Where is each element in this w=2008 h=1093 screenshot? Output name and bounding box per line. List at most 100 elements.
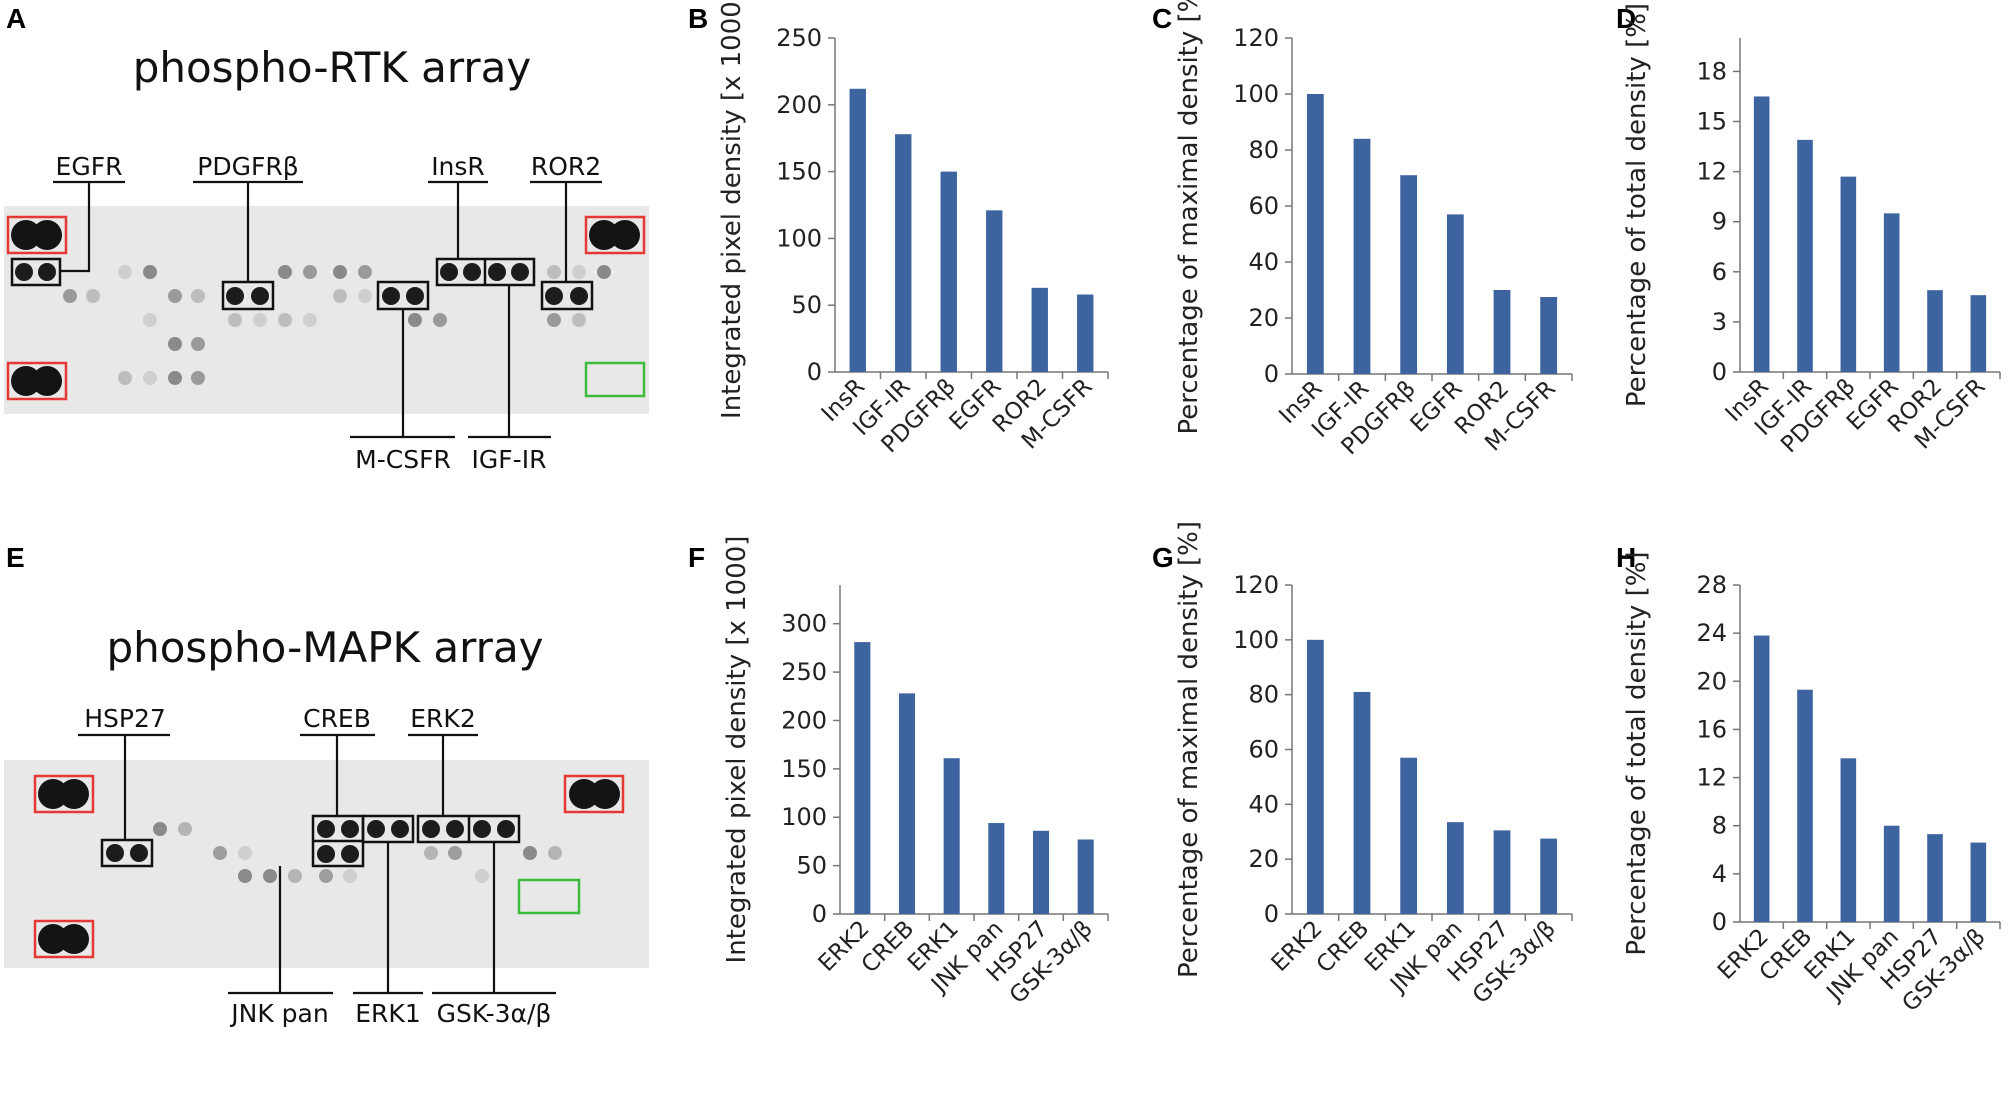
array-spot xyxy=(448,846,462,860)
array-spot xyxy=(610,220,640,250)
array-spot xyxy=(86,289,100,303)
label-pdgfrb: PDGFRβ xyxy=(197,152,298,181)
mapk-negative-control-box xyxy=(517,878,581,915)
array-spot xyxy=(143,371,157,385)
panel-letter-c: C xyxy=(1152,3,1172,34)
array-spot xyxy=(32,220,62,250)
array-spot xyxy=(523,846,537,860)
array-spot xyxy=(433,313,447,327)
y-tick-label: 60 xyxy=(1248,736,1279,764)
array-spot xyxy=(570,287,588,305)
y-tick-label: 150 xyxy=(776,158,822,186)
array-spot xyxy=(11,220,41,250)
rtk-spots xyxy=(11,220,640,396)
y-tick-label: 3 xyxy=(1712,308,1727,336)
array-spot xyxy=(191,371,205,385)
y-tick-label: 12 xyxy=(1696,158,1727,186)
panel-letter-e: E xyxy=(6,542,25,573)
y-axis-label: Percentage of maximal density [%] xyxy=(1174,0,1204,435)
panel-letter-g: G xyxy=(1152,542,1174,573)
bar-m-csfr xyxy=(1540,297,1558,374)
y-tick-label: 200 xyxy=(776,91,822,119)
label-ror2: ROR2 xyxy=(531,152,601,181)
mapk-array-title: phospho-MAPK array xyxy=(106,623,543,672)
array-spot xyxy=(11,366,41,396)
chart-c: C 0 20 40 60 80 100 120 Percentage of maximal d… xyxy=(1152,0,1573,460)
panel-letter-f: F xyxy=(688,542,705,573)
bar-ror2 xyxy=(1031,287,1048,372)
y-tick-label: 12 xyxy=(1696,764,1727,792)
bar-creb xyxy=(1797,689,1813,922)
array-spot xyxy=(547,313,561,327)
y-axis-label: Percentage of total density [%] xyxy=(1622,551,1652,955)
array-spot xyxy=(168,371,182,385)
y-tick-label: 20 xyxy=(1696,667,1727,695)
array-spot xyxy=(118,371,132,385)
array-spot xyxy=(382,287,400,305)
y-tick-label: 0 xyxy=(1712,908,1727,936)
chart-g: G 0 20 40 60 80 100 120 Percentage of maximal d… xyxy=(1152,521,1573,1009)
array-spot xyxy=(130,844,148,862)
array-spot xyxy=(191,337,205,351)
label-insr: InsR xyxy=(431,152,485,181)
label-jnk-pan: JNK pan xyxy=(229,999,328,1028)
array-spot xyxy=(473,820,491,838)
bar-pdgfr- xyxy=(1840,176,1857,372)
y-tick-label: 0 xyxy=(1712,358,1727,386)
bar-jnk-pan xyxy=(988,823,1005,914)
array-spot xyxy=(497,820,515,838)
chart-h: H 0 4 8 12 16 20 24 28 Percentage of total densi… xyxy=(1616,542,2001,1017)
bar-egfr xyxy=(1446,214,1464,374)
array-spot xyxy=(590,779,620,809)
y-tick-label: 40 xyxy=(1248,790,1279,818)
array-spot xyxy=(288,869,302,883)
array-spot xyxy=(118,265,132,279)
y-tick-label: 4 xyxy=(1712,860,1727,888)
mapk-reference-box-top-right xyxy=(563,774,625,814)
array-spot xyxy=(226,287,244,305)
y-tick-label: 100 xyxy=(1233,626,1279,654)
bar-m-csfr xyxy=(1970,295,1987,372)
array-spot xyxy=(440,263,458,281)
bar-egfr xyxy=(986,210,1003,372)
mapk-reference-box-bottom-left xyxy=(33,919,95,959)
y-tick-label: 0 xyxy=(1264,900,1279,928)
y-tick-label: 20 xyxy=(1248,845,1279,873)
array-spot xyxy=(548,846,562,860)
bar-hsp27 xyxy=(1493,830,1511,914)
bar-erk2 xyxy=(1306,639,1324,914)
y-tick-label: 0 xyxy=(812,900,827,928)
array-spot xyxy=(572,313,586,327)
array-spot xyxy=(59,924,89,954)
bar-m-csfr xyxy=(1077,294,1094,372)
rtk-array-title: phospho-RTK array xyxy=(133,43,532,92)
array-spot xyxy=(341,820,359,838)
array-spot xyxy=(511,263,529,281)
array-spot xyxy=(569,779,599,809)
array-spot xyxy=(153,822,167,836)
label-erk2: ERK2 xyxy=(410,704,475,733)
mapk-membrane xyxy=(4,760,649,968)
bar-gsk-3- xyxy=(1970,842,1987,922)
array-spot xyxy=(168,337,182,351)
chart-b: B 0 50 100 150 200 250 Integrated pixel densit… xyxy=(688,0,1109,458)
bar-jnk-pan xyxy=(1883,825,1900,922)
bar-hsp27 xyxy=(1927,834,1943,922)
array-spot xyxy=(303,313,317,327)
y-tick-label: 50 xyxy=(791,291,822,319)
y-tick-label: 15 xyxy=(1696,108,1727,136)
array-spot xyxy=(253,313,267,327)
y-tick-label: 18 xyxy=(1696,57,1727,85)
array-spot xyxy=(191,289,205,303)
panel-letter-h: H xyxy=(1616,542,1636,573)
bar-insr xyxy=(1753,96,1770,372)
category-label: CREB xyxy=(857,916,919,978)
array-spot xyxy=(463,263,481,281)
array-spot xyxy=(238,869,252,883)
array-spot xyxy=(488,263,506,281)
array-spot xyxy=(228,313,242,327)
label-erk1: ERK1 xyxy=(355,999,420,1028)
y-tick-label: 250 xyxy=(776,24,822,52)
y-tick-label: 300 xyxy=(781,610,827,638)
